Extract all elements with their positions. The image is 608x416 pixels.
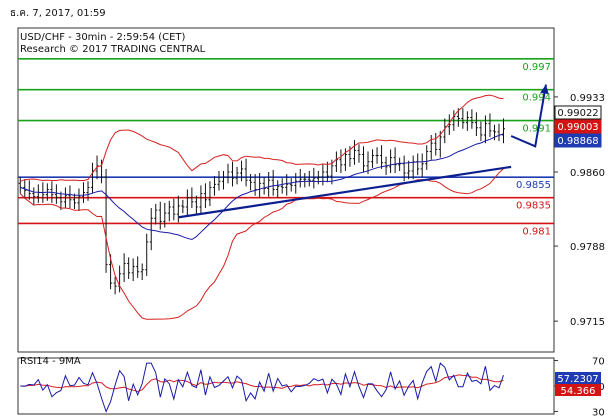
- y-tick-label: 0.9860: [570, 168, 605, 179]
- rsi-box-label-blue: 57.2307: [557, 374, 598, 385]
- rsi-frame: [17, 357, 555, 415]
- level-label-0.981: 0.981: [522, 226, 551, 237]
- price-box-red: [554, 119, 602, 134]
- price-box-label-red: 0.99003: [557, 122, 598, 133]
- rsi-title: RSI14 - 9MA: [20, 356, 81, 367]
- level-label-0.9835: 0.9835: [516, 201, 551, 212]
- bollinger-upper: [20, 94, 504, 182]
- price-box-label-blue: 0.98868: [557, 136, 598, 147]
- timestamp: ธ.ค. 7, 2017, 01:59: [10, 8, 106, 19]
- rsi-line: [20, 362, 504, 413]
- y-tick-label: 0.9788: [570, 242, 605, 253]
- instrument-title: USD/CHF - 30min - 2:59:54 (CET): [20, 32, 186, 43]
- rsi-box-red: [555, 384, 601, 396]
- price-box-label-current: 0.99022: [557, 108, 598, 119]
- y-tick-label: 0.9933: [570, 93, 605, 104]
- projection-arrow: [510, 84, 547, 148]
- y-tick-label: 0.9715: [570, 317, 605, 328]
- level-label-0.9855: 0.9855: [516, 180, 551, 191]
- moving-average: [20, 133, 504, 241]
- price-frame: [17, 27, 555, 353]
- rsi-tick-label: 30: [592, 407, 605, 416]
- level-label-0.997: 0.997: [522, 62, 551, 73]
- rsi-box-label-red: 54.366: [561, 386, 596, 397]
- level-label-0.994: 0.994: [522, 93, 551, 104]
- level-label-0.991: 0.991: [522, 124, 551, 135]
- candles: [18, 108, 506, 295]
- rsi-ma-line: [20, 374, 504, 393]
- trendline: [178, 165, 512, 219]
- projection-arrowhead: [540, 84, 549, 95]
- rsi-tick-label: 70: [592, 357, 605, 368]
- rsi-box-blue: [555, 372, 601, 384]
- research-credit: Research © 2017 TRADING CENTRAL: [20, 44, 206, 55]
- price-box-blue: [554, 133, 602, 148]
- price-box-current: [554, 105, 602, 120]
